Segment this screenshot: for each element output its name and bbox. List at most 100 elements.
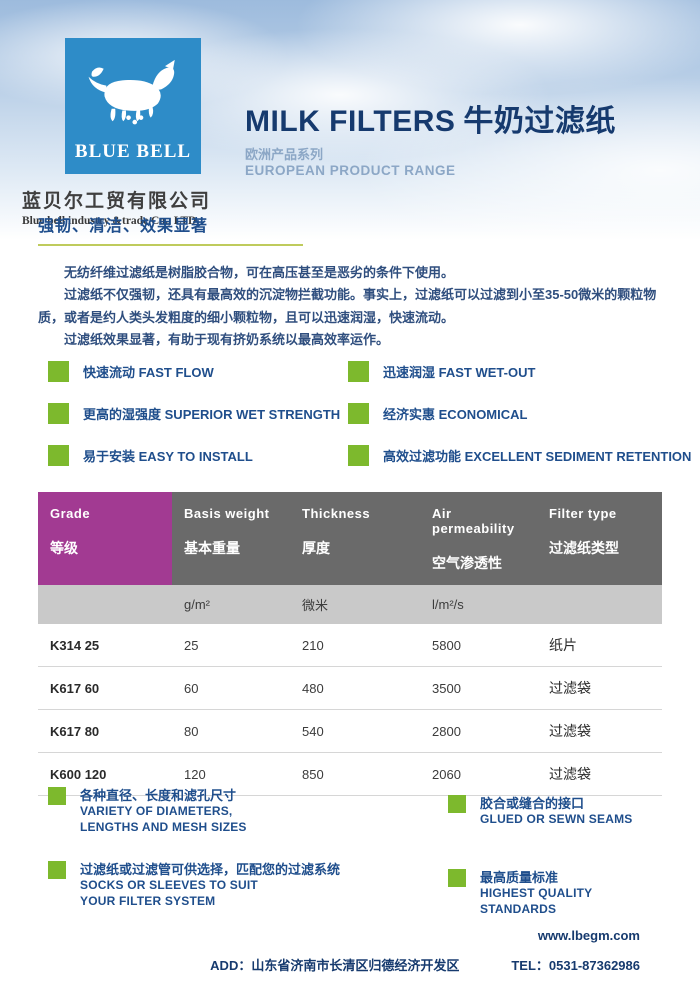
- page-title-cn: 牛奶过滤纸: [463, 105, 616, 138]
- column-header-air-permeability: Air permeability 空气渗透性: [420, 492, 537, 585]
- cell-grade: K617 60: [38, 666, 172, 710]
- address-text: ADD：山东省济南市长清区归德经济开发区: [210, 958, 460, 973]
- bottom-feature-quality: 最高质量标准 HIGHEST QUALITY STANDARDS: [448, 867, 662, 917]
- cell-thickness: 210: [290, 624, 420, 667]
- feature-label-cn: 经济实惠: [383, 406, 436, 422]
- bottom-feature-cn: 胶合或缝合的接口: [480, 796, 585, 811]
- bottom-feature-en: SOCKS OR SLEEVES TO SUIT: [80, 878, 258, 893]
- feature-sediment-retention: 高效过滤功能 EXCELLENT SEDIMENT RETENTION: [348, 434, 691, 476]
- feature-label-cn: 高效过滤功能: [383, 448, 462, 464]
- table-row: K617 80 80 540 2800 过滤袋: [38, 709, 662, 753]
- page-title-en: MILK FILTERS: [245, 105, 456, 138]
- cell-basis-weight: 25: [172, 624, 290, 667]
- green-square-icon: [448, 869, 466, 888]
- feature-label-en: ECONOMICAL: [438, 406, 528, 422]
- unit-cell: g/m²: [172, 585, 290, 624]
- page-title: MILK FILTERS 牛奶过滤纸: [245, 96, 616, 140]
- feature-superior-wet-strength: 更高的湿强度 SUPERIOR WET STRENGTH: [48, 392, 348, 434]
- feature-label-en: EASY TO INSTALL: [138, 448, 253, 464]
- cell-thickness: 480: [290, 666, 420, 710]
- feature-label-cn: 快速流动: [83, 364, 136, 380]
- green-square-icon: [348, 402, 369, 424]
- unit-cell: [38, 585, 172, 624]
- green-square-icon: [448, 795, 466, 813]
- cell-thickness: 850: [290, 752, 420, 796]
- bottom-feature-en: GLUED OR SEWN SEAMS: [480, 812, 633, 826]
- bottom-feature-en: HIGHEST QUALITY STANDARDS: [480, 886, 593, 916]
- green-square-icon: [48, 787, 66, 805]
- heading-underline: [38, 244, 303, 246]
- website-url: www.lbegm.com: [537, 928, 640, 943]
- feature-economical: 经济实惠 ECONOMICAL: [348, 392, 691, 434]
- cell-thickness: 540: [290, 709, 420, 753]
- green-square-icon: [348, 360, 369, 382]
- green-square-icon: [48, 444, 69, 466]
- blue-bell-logo: BLUE BELL: [65, 38, 201, 174]
- bottom-feature-seams: 胶合或缝合的接口 GLUED OR SEWN SEAMS: [448, 793, 662, 835]
- table-row: K314 25 25 210 5800 纸片: [38, 624, 662, 667]
- bottom-feature-cn: 过滤纸或过滤管可供选择，匹配您的过滤系统: [80, 862, 341, 878]
- bottom-feature-socks-sleeves: 过滤纸或过滤管可供选择，匹配您的过滤系统 SOCKS OR SLEEVES TO…: [48, 859, 448, 917]
- feature-list: 快速流动 FAST FLOW 迅速润湿 FAST WET-OUT 更高的湿强度 …: [48, 350, 691, 476]
- feature-label-en: EXCELLENT SEDIMENT RETENTION: [464, 448, 692, 464]
- feature-label-en: FAST WET-OUT: [438, 364, 536, 380]
- feature-easy-to-install: 易于安装 EASY TO INSTALL: [48, 434, 348, 476]
- cell-filter-type: 过滤袋: [537, 752, 662, 796]
- bottom-feature-cn: 各种直径、长度和滤孔尺寸: [80, 788, 237, 803]
- table-header-row: Grade 等级 Basis weight 基本重量 Thickness 厚度 …: [38, 492, 662, 585]
- intro-paragraph-3: 过滤纸效果显著，有助于现有挤奶系统以最高效率运作。: [64, 332, 390, 348]
- title-block: MILK FILTERS 牛奶过滤纸 欧洲产品系列 EUROPEAN PRODUC…: [245, 96, 616, 178]
- feature-label-cn: 迅速润湿: [383, 364, 436, 380]
- feature-label-en: FAST FLOW: [138, 364, 214, 380]
- green-square-icon: [48, 402, 69, 424]
- column-header-thickness: Thickness 厚度: [290, 492, 420, 585]
- cell-grade: K314 25: [38, 624, 172, 667]
- cell-grade: K617 80: [38, 709, 172, 753]
- cell-filter-type: 纸片: [537, 624, 662, 667]
- cell-filter-type: 过滤袋: [537, 666, 662, 710]
- cell-basis-weight: 80: [172, 709, 290, 753]
- cell-air-permeability: 3500: [420, 666, 537, 710]
- subtitle-cn: 欧洲产品系列: [245, 147, 324, 162]
- footer: www.lbegm.com ADD：山东省济南市长清区归德经济开发区 TEL：0…: [0, 928, 700, 974]
- cell-basis-weight: 60: [172, 666, 290, 710]
- cell-air-permeability: 2800: [420, 709, 537, 753]
- intro-paragraph-2: 过滤纸不仅强韧，还具有最高效的沉淀物拦截功能。事实上，过滤纸可以过滤到小至35-…: [38, 287, 657, 325]
- subtitle-en: EUROPEAN PRODUCT RANGE: [245, 163, 456, 178]
- bottom-feature-en: LENGTHS AND MESH SIZES: [80, 819, 247, 834]
- intro-paragraph-1: 无纺纤维过滤纸是树脂胶合物，可在高压甚至是恶劣的条件下使用。: [64, 265, 455, 280]
- column-header-basis-weight: Basis weight 基本重量: [172, 492, 290, 585]
- bottom-feature-cn: 最高质量标准: [480, 870, 559, 886]
- brand-name: BLUE BELL: [74, 141, 192, 162]
- bottom-feature-en: YOUR FILTER SYSTEM: [80, 893, 216, 908]
- cell-air-permeability: 2060: [420, 752, 537, 796]
- table-row: K617 60 60 480 3500 过滤袋: [38, 666, 662, 710]
- telephone-text: TEL：0531-87362986: [511, 958, 640, 973]
- column-header-grade: Grade 等级: [38, 492, 172, 585]
- intro-heading: 强韧、清洁、效果显著: [38, 218, 209, 235]
- unit-cell: [537, 585, 662, 624]
- unit-cell: l/m²/s: [420, 585, 537, 624]
- green-square-icon: [348, 444, 369, 466]
- company-name-cn: 蓝贝尔工贸有限公司: [22, 191, 212, 212]
- cell-basis-weight: 120: [172, 752, 290, 796]
- green-square-icon: [48, 360, 69, 382]
- column-header-filter-type: Filter type 过滤纸类型: [537, 492, 662, 585]
- logo-block: BLUE BELL 蓝贝尔工贸有限公司 Blue bell industry &…: [22, 38, 242, 227]
- cell-air-permeability: 5800: [420, 624, 537, 667]
- feature-fast-flow: 快速流动 FAST FLOW: [48, 350, 348, 392]
- bottom-feature-variety: 各种直径、长度和滤孔尺寸 VARIETY OF DIAMETERS, LENGT…: [48, 785, 448, 835]
- cell-filter-type: 过滤袋: [537, 709, 662, 753]
- feature-label-cn: 易于安装: [83, 448, 136, 464]
- intro-section: 强韧、清洁、效果显著 无纺纤维过滤纸是树脂胶合物，可在高压甚至是恶劣的条件下使用…: [38, 212, 662, 351]
- bottom-feature-en: VARIETY OF DIAMETERS,: [80, 804, 233, 818]
- table-units-row: g/m² 微米 l/m²/s: [38, 585, 662, 624]
- table-row: K600 120 120 850 2060 过滤袋: [38, 752, 662, 796]
- green-square-icon: [48, 861, 66, 880]
- feature-fast-wet-out: 迅速润湿 FAST WET-OUT: [348, 350, 691, 392]
- unit-cell: 微米: [290, 585, 420, 624]
- feature-label-cn: 更高的湿强度: [83, 406, 162, 422]
- spec-table: Grade 等级 Basis weight 基本重量 Thickness 厚度 …: [38, 492, 662, 796]
- feature-label-en: SUPERIOR WET STRENGTH: [164, 406, 341, 422]
